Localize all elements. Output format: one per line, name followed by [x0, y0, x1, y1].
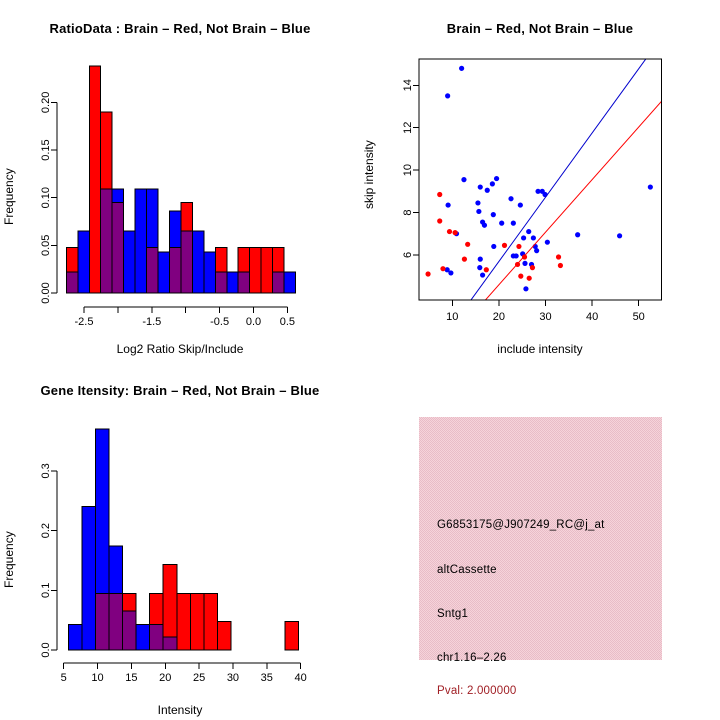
gene-intensity-histogram-ylabel: Frequency	[2, 531, 16, 589]
svg-text:8: 8	[402, 209, 414, 215]
svg-text:0.10: 0.10	[40, 187, 52, 208]
svg-text:0.3: 0.3	[40, 463, 52, 478]
svg-text:35: 35	[261, 672, 273, 684]
intensity-scatter-xlabel: include intensity	[497, 342, 583, 356]
ratio-histogram-xlabel: Log2 Ratio Skip/Include	[116, 342, 244, 356]
svg-text:20: 20	[159, 672, 171, 684]
svg-text:40: 40	[586, 311, 598, 323]
svg-text:0.0: 0.0	[40, 642, 52, 657]
svg-text:0.00: 0.00	[40, 282, 52, 303]
panel-intensity-scatter: 10 20 30 40 50 6 8 10 12 14 Brain – Red, Not Brai…	[360, 0, 720, 360]
svg-text:30: 30	[227, 672, 239, 684]
info-gene-symbol: Sntg1	[437, 608, 469, 620]
svg-text:30: 30	[539, 311, 551, 323]
svg-text:50: 50	[633, 311, 645, 323]
svg-text:40: 40	[295, 672, 307, 684]
panel-ratio-histogram: 0.00 0.05 0.10 0.15 0.20 -2.5 -1.5 -0.5 0.0 0.5 R…	[0, 0, 360, 360]
svg-text:12: 12	[402, 122, 414, 134]
svg-text:-1.5: -1.5	[142, 316, 161, 328]
svg-text:0.05: 0.05	[40, 235, 52, 256]
intensity-scatter-title: Brain – Red, Not Brain – Blue	[446, 21, 634, 36]
info-box: G6853175@J907249_RC@j_at altCassette Snt…	[419, 417, 662, 697]
svg-text:5: 5	[61, 672, 67, 684]
ratio-histogram-ylabel: Frequency	[2, 168, 16, 226]
gene-intensity-histogram-plot: 0.0 0.1 0.2 0.3 5 10 15 20 25 30 35 40	[40, 428, 307, 684]
svg-text:-0.5: -0.5	[210, 316, 229, 328]
svg-text:0.5: 0.5	[280, 316, 295, 328]
svg-text:0.0: 0.0	[246, 316, 261, 328]
info-probe-id: G6853175@J907249_RC@j_at	[437, 519, 605, 531]
svg-text:25: 25	[193, 672, 205, 684]
intensity-scatter-plot: 10 20 30 40 50 6 8 10 12 14	[402, 58, 663, 323]
svg-text:0.1: 0.1	[40, 583, 52, 598]
svg-text:10: 10	[402, 164, 414, 176]
svg-text:0.20: 0.20	[40, 92, 52, 113]
info-chromosome-location: chr1.16–2.26	[437, 652, 507, 664]
svg-text:0.15: 0.15	[40, 139, 52, 160]
svg-text:15: 15	[125, 672, 137, 684]
svg-text:0.2: 0.2	[40, 523, 52, 538]
ratio-histogram-title: RatioData : Brain – Red, Not Brain – Blu…	[49, 21, 311, 36]
intensity-scatter-ylabel: skip intensity	[362, 140, 376, 210]
ratio-histogram-plot: 0.00 0.05 0.10 0.15 0.20 -2.5 -1.5 -0.5 0.0 0.5	[40, 65, 297, 328]
panel-info: G6853175@J907249_RC@j_at altCassette Snt…	[360, 360, 720, 720]
info-pvalue: Pval: 2.000000	[437, 685, 517, 697]
gene-intensity-histogram-title: Gene Itensity: Brain – Red, Not Brain – …	[40, 383, 320, 398]
info-event-type: altCassette	[437, 564, 497, 576]
svg-text:14: 14	[402, 79, 414, 91]
svg-text:6: 6	[402, 252, 414, 258]
panel-gene-intensity-histogram: 0.0 0.1 0.2 0.3 5 10 15 20 25 30 35 40 Gene Itensit…	[0, 360, 360, 720]
gene-intensity-histogram-xlabel: Intensity	[157, 703, 203, 717]
svg-text:20: 20	[493, 311, 505, 323]
svg-text:10: 10	[91, 672, 103, 684]
svg-text:10: 10	[446, 311, 458, 323]
svg-text:-2.5: -2.5	[75, 316, 94, 328]
